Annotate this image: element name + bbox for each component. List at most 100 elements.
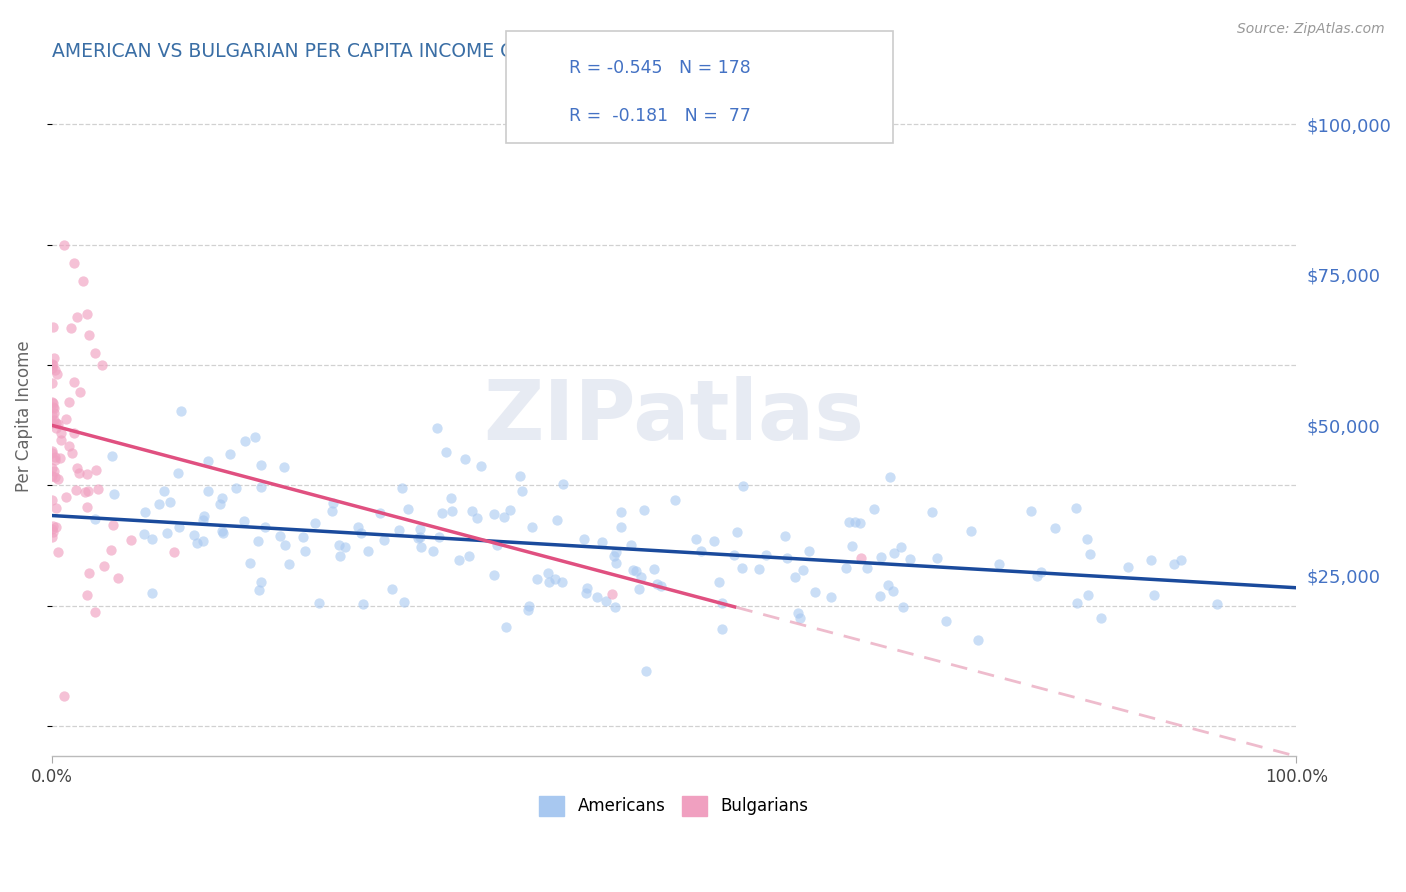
Point — [350, 526, 373, 541]
Point — [449, 553, 471, 567]
Text: AMERICAN VS BULGARIAN PER CAPITA INCOME CORRELATION CHART: AMERICAN VS BULGARIAN PER CAPITA INCOME … — [52, 42, 703, 61]
Point — [90, 358, 112, 372]
Point — [707, 575, 730, 590]
Point — [710, 622, 733, 636]
Point — [156, 526, 179, 541]
Point — [247, 534, 270, 549]
Point — [245, 430, 267, 444]
Point — [799, 544, 821, 558]
Point — [292, 531, 315, 545]
Point — [835, 561, 858, 575]
Point — [209, 497, 232, 511]
Point — [512, 483, 534, 498]
Point — [516, 603, 538, 617]
Point — [55, 412, 77, 426]
Point — [394, 595, 416, 609]
Point — [1143, 588, 1166, 602]
Point — [134, 505, 156, 519]
Point — [148, 497, 170, 511]
Point — [183, 527, 205, 541]
Point — [849, 550, 872, 565]
Point — [42, 351, 65, 365]
Point — [1163, 557, 1185, 571]
Point — [83, 512, 105, 526]
Point — [352, 597, 374, 611]
Point — [58, 439, 80, 453]
Point — [197, 454, 219, 468]
Point — [55, 490, 77, 504]
Point — [63, 375, 86, 389]
Point — [627, 582, 650, 596]
Point — [883, 546, 905, 560]
Point — [41, 395, 63, 409]
Point — [1066, 596, 1088, 610]
Point — [84, 605, 107, 619]
Point — [44, 464, 66, 478]
Point — [454, 451, 477, 466]
Point — [120, 533, 142, 548]
Point — [76, 500, 98, 515]
Point — [101, 517, 124, 532]
Point — [93, 558, 115, 573]
Point — [591, 534, 613, 549]
Point — [277, 557, 299, 571]
Point — [41, 376, 63, 391]
Point — [87, 482, 110, 496]
Point — [776, 551, 799, 566]
Point — [890, 540, 912, 554]
Point — [46, 545, 69, 559]
Point — [101, 449, 124, 463]
Point — [373, 533, 395, 547]
Point — [877, 577, 900, 591]
Point — [633, 502, 655, 516]
Point — [44, 452, 66, 467]
Point — [748, 562, 770, 576]
Point — [253, 520, 276, 534]
Point — [141, 585, 163, 599]
Point — [882, 583, 904, 598]
Point — [368, 506, 391, 520]
Point — [495, 620, 517, 634]
Point — [67, 467, 90, 481]
Point — [492, 510, 515, 524]
Point — [841, 539, 863, 553]
Point — [460, 504, 482, 518]
Point — [63, 426, 86, 441]
Point — [685, 533, 707, 547]
Point — [170, 403, 193, 417]
Point — [44, 450, 66, 464]
Point — [575, 581, 598, 595]
Point — [1206, 598, 1229, 612]
Point — [159, 495, 181, 509]
Point — [988, 557, 1011, 571]
Point — [409, 522, 432, 536]
Point — [1076, 532, 1098, 546]
Point — [63, 256, 86, 270]
Point — [41, 530, 63, 544]
Point — [537, 566, 560, 580]
Point — [546, 513, 568, 527]
Point — [322, 496, 344, 510]
Point — [520, 519, 543, 533]
Point — [103, 486, 125, 500]
Point — [77, 328, 100, 343]
Point — [219, 447, 242, 461]
Point — [41, 460, 63, 475]
Point — [186, 536, 208, 550]
Point — [544, 572, 567, 586]
Point — [1140, 553, 1163, 567]
Point — [467, 511, 489, 525]
Point — [46, 472, 69, 486]
Point — [45, 416, 67, 430]
Point — [1064, 501, 1087, 516]
Point — [250, 480, 273, 494]
Point — [551, 477, 574, 491]
Point — [624, 564, 647, 578]
Point — [789, 611, 811, 625]
Point — [41, 408, 63, 422]
Point — [357, 543, 380, 558]
Point — [1025, 569, 1047, 583]
Point — [77, 483, 100, 498]
Point — [44, 470, 66, 484]
Point — [849, 516, 872, 530]
